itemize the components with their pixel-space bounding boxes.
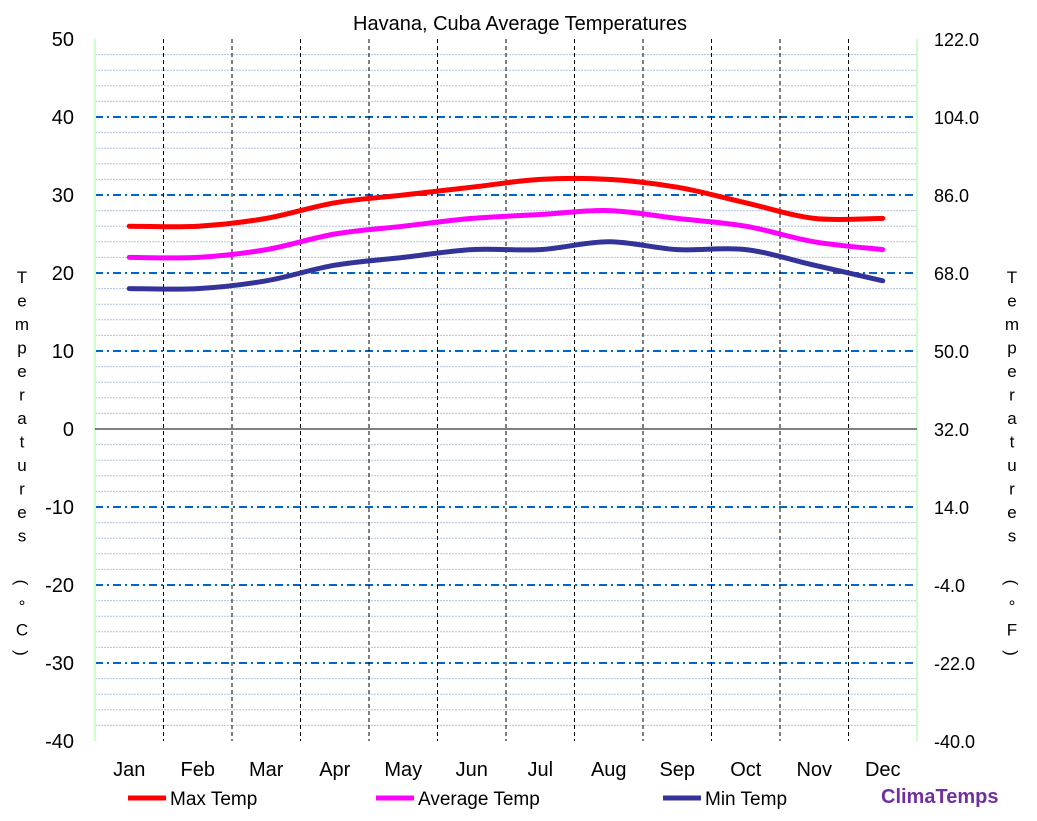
x-tick-label: Dec [865, 759, 901, 781]
chart-title: Havana, Cuba Average Temperatures [353, 13, 687, 35]
y-tick-label: -10 [45, 497, 74, 519]
y-axis-label-char: p [17, 339, 26, 358]
x-tick-label: Jul [527, 759, 553, 781]
y-right-tick-label: 14.0 [934, 498, 969, 518]
x-tick-label: May [384, 759, 422, 781]
y-tick-label: 30 [52, 185, 74, 207]
y-right-axis-label-char: T [1007, 268, 1017, 287]
y-right-axis-label-char: m [1005, 315, 1019, 334]
y-axis-label-char: t [20, 433, 25, 452]
y-axis-label-char: m [15, 315, 29, 334]
y-right-tick-label: -4.0 [934, 576, 965, 596]
x-tick-label: Feb [181, 759, 215, 781]
x-tick-label: Nov [796, 759, 832, 781]
brand-logo: ClimaTemps [881, 786, 999, 808]
y-tick-label: 20 [52, 263, 74, 285]
y-right-axis-label-char: e [1007, 292, 1016, 311]
legend-label: Max Temp [170, 789, 257, 810]
y-right-axis-label-char: r [1009, 386, 1015, 405]
y-right-axis-label-char: e [1007, 503, 1016, 522]
y-right-axis-label-char: p [1007, 339, 1016, 358]
y-tick-label: 40 [52, 107, 74, 129]
y-axis-label-char: u [17, 456, 26, 475]
y-right-axis-label-char: e [1007, 362, 1016, 381]
x-tick-label: Sep [659, 759, 695, 781]
y-axis-label-char: ) [12, 650, 31, 656]
y-tick-label: -30 [45, 653, 74, 675]
y-right-axis-label-char: r [1009, 480, 1015, 499]
y-right-tick-label: -40.0 [934, 732, 975, 752]
y-tick-label: 10 [52, 341, 74, 363]
y-axis-label-char: r [19, 480, 25, 499]
y-right-tick-label: 122.0 [934, 30, 979, 50]
x-tick-label: Jan [113, 759, 145, 781]
y-right-tick-label: 104.0 [934, 108, 979, 128]
y-axis-label-char: ° [19, 597, 26, 616]
y-axis-label-char: s [18, 527, 27, 546]
y-right-axis-label-char: s [1008, 527, 1017, 546]
y-axis-label-char: e [17, 292, 26, 311]
y-right-axis-label-char: ° [1009, 597, 1016, 616]
series-line-average-temp [126, 208, 886, 261]
y-axis-label-char: e [17, 362, 26, 381]
series-line-max-temp [126, 175, 886, 230]
y-tick-label: -40 [45, 731, 74, 753]
x-tick-label: Aug [591, 759, 627, 781]
y-right-axis-label-char: ( [1002, 580, 1021, 586]
x-tick-label: Mar [249, 759, 284, 781]
y-right-tick-label: 32.0 [934, 420, 969, 440]
y-axis-label-char: C [16, 621, 28, 640]
x-tick-label: Apr [319, 759, 350, 781]
series-line-min-temp [126, 239, 886, 292]
y-tick-label: 50 [52, 29, 74, 51]
y-right-tick-label: 50.0 [934, 342, 969, 362]
x-tick-label: Jun [456, 759, 488, 781]
y-right-axis-label-char: u [1007, 456, 1016, 475]
y-axis-label-char: T [17, 268, 27, 287]
y-axis-label-char: e [17, 503, 26, 522]
y-right-tick-label: -22.0 [934, 654, 975, 674]
y-right-axis-label-char: ) [1002, 650, 1021, 656]
y-right-axis-label-char: t [1010, 433, 1015, 452]
y-right-tick-label: 68.0 [934, 264, 969, 284]
x-tick-label: Oct [730, 759, 762, 781]
y-right-axis-label-char: F [1007, 621, 1017, 640]
y-right-axis-label-char: a [1007, 409, 1017, 428]
y-axis-label-char: ( [12, 580, 31, 586]
legend-label: Average Temp [418, 789, 540, 810]
y-tick-label: 0 [63, 419, 74, 441]
y-right-tick-label: 86.0 [934, 186, 969, 206]
y-tick-label: -20 [45, 575, 74, 597]
y-axis-label-char: a [17, 409, 27, 428]
y-axis-label-char: r [19, 386, 25, 405]
legend-label: Min Temp [705, 789, 787, 810]
